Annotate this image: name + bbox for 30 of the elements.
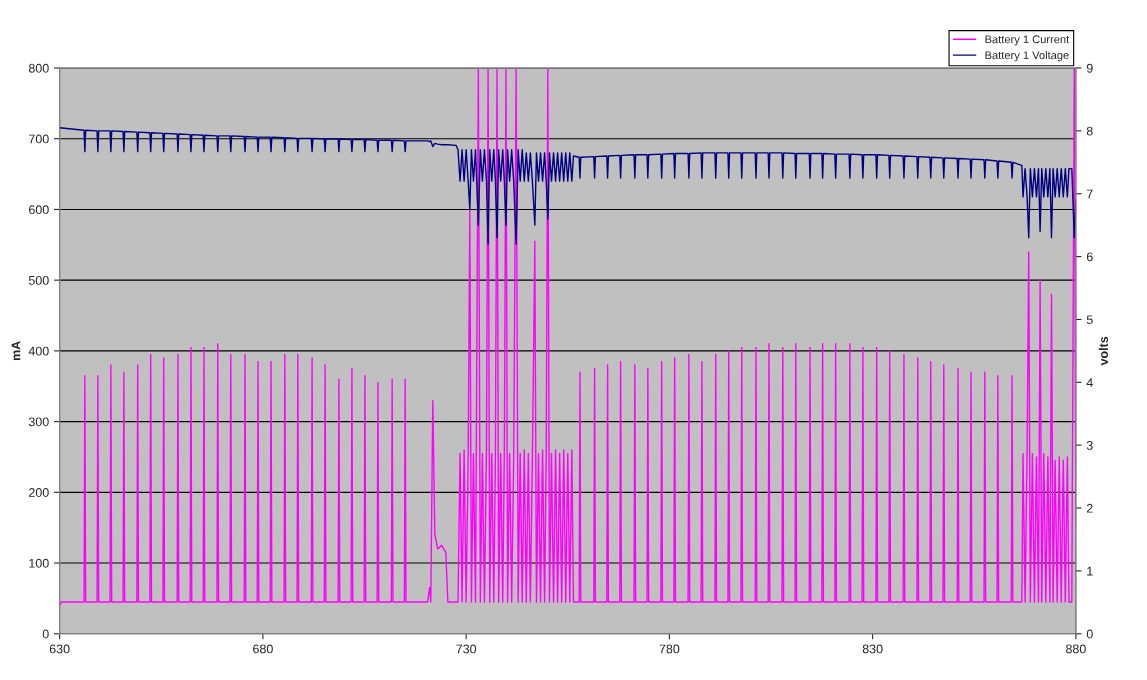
y2-axis-title: volts <box>1098 336 1108 366</box>
y2-tick-label: 2 <box>1086 503 1093 513</box>
x-tick-label: 730 <box>456 644 477 654</box>
legend-label: Battery 1 Current <box>985 35 1070 46</box>
y2-tick-label: 7 <box>1086 189 1093 199</box>
y2-tick-label: 4 <box>1086 378 1093 387</box>
y2-tick-label: 6 <box>1086 252 1093 262</box>
y-tick-label: 700 <box>29 134 49 144</box>
x-tick-label: 780 <box>659 644 680 654</box>
y2-tick-label: 8 <box>1086 126 1093 136</box>
y-tick-label: 100 <box>29 558 49 568</box>
legend-label: Battery 1 Voltage <box>985 50 1069 62</box>
y2-tick-label: 3 <box>1086 440 1093 450</box>
y-tick-label: 0 <box>42 629 49 639</box>
y2-tick-label: 1 <box>1087 566 1093 576</box>
y-tick-label: 400 <box>28 346 49 356</box>
y-tick-label: 600 <box>29 205 49 215</box>
y2-tick-label: 5 <box>1086 315 1093 325</box>
x-tick-label: 680 <box>253 644 273 654</box>
y-tick-label: 800 <box>28 63 49 73</box>
line-series <box>59 127 1076 245</box>
y2-tick-label: 0 <box>1086 629 1093 639</box>
x-tick-label: 830 <box>862 644 883 654</box>
x-tick-label: 630 <box>49 644 70 654</box>
y-tick-label: 500 <box>28 275 49 285</box>
x-tick-label: 880 <box>1066 644 1086 654</box>
y-axis-title: mA <box>11 341 21 361</box>
y2-tick-label: 9 <box>1086 63 1093 73</box>
y-tick-label: 300 <box>28 417 49 427</box>
y-tick-label: 200 <box>29 488 49 497</box>
